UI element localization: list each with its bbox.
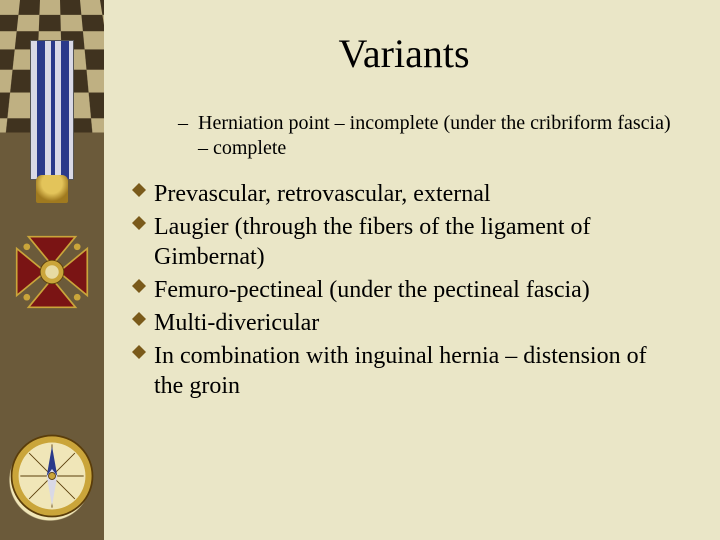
list-item-text: Multi-divericular xyxy=(154,308,680,339)
diamond-bullet-icon xyxy=(132,183,154,197)
list-item: Femuro-pectineal (under the pectineal fa… xyxy=(132,275,680,306)
diamond-bullet-icon xyxy=(132,345,154,359)
slide: Variants – Herniation point – incomplete… xyxy=(0,0,720,540)
list-item-text: Femuro-pectineal (under the pectineal fa… xyxy=(154,275,680,306)
sub-bullet-list: – Herniation point – incomplete (under t… xyxy=(178,111,676,161)
list-item: In combination with inguinal hernia – di… xyxy=(132,341,680,402)
list-item-text: Laugier (through the fibers of the ligam… xyxy=(154,212,680,273)
list-item: Laugier (through the fibers of the ligam… xyxy=(132,212,680,273)
sub-bullet-text: Herniation point – incomplete (under the… xyxy=(198,111,676,161)
diamond-bullet-icon xyxy=(132,216,154,230)
compass-icon xyxy=(8,432,96,520)
dash-bullet-icon: – xyxy=(178,111,188,136)
list-item-text: In combination with inguinal hernia – di… xyxy=(154,341,680,402)
maltese-cross-medal-icon xyxy=(10,230,94,314)
page-title: Variants xyxy=(122,30,686,77)
main-bullet-list: Prevascular, retrovascular, external Lau… xyxy=(132,179,680,402)
list-item-text: Prevascular, retrovascular, external xyxy=(154,179,680,210)
decorative-strip xyxy=(0,0,104,540)
list-item: Multi-divericular xyxy=(132,308,680,339)
diamond-bullet-icon xyxy=(132,312,154,326)
sub-bullet-item: – Herniation point – incomplete (under t… xyxy=(178,111,676,161)
crown-icon xyxy=(36,175,68,203)
list-item: Prevascular, retrovascular, external xyxy=(132,179,680,210)
diamond-bullet-icon xyxy=(132,279,154,293)
content-area: Variants – Herniation point – incomplete… xyxy=(104,0,720,540)
medal-ribbon xyxy=(30,40,74,180)
